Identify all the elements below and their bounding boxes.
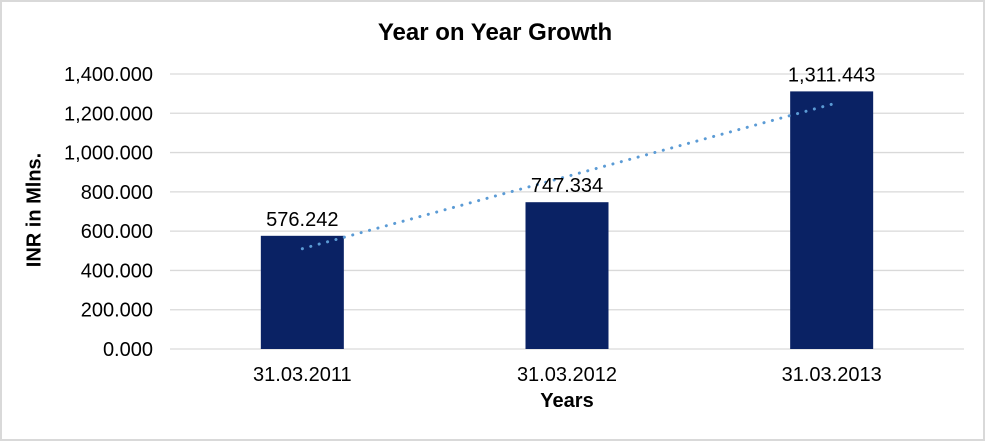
bar [790, 91, 874, 349]
x-tick-label: 31.03.2013 [782, 364, 882, 386]
x-tick-label: 31.03.2012 [517, 364, 617, 386]
bar-value-label: 747.334 [531, 175, 603, 197]
bar [525, 202, 609, 349]
bar-value-label: 576.242 [266, 209, 338, 231]
y-tick-label: 200.000 [81, 300, 153, 322]
y-tick-label: 1,400.000 [64, 64, 153, 86]
y-tick-label: 600.000 [81, 221, 153, 243]
bar [260, 235, 344, 349]
y-tick-label: 400.000 [81, 260, 153, 282]
y-tick-label: 800.000 [81, 182, 153, 204]
x-axis-title: Years [540, 390, 594, 412]
y-tick-label: 1,000.000 [64, 143, 153, 165]
bar-value-label: 1,311.443 [788, 64, 876, 86]
x-tick-label: 31.03.2011 [253, 364, 352, 386]
y-tick-label: 0.000 [103, 339, 153, 361]
chart-title: Year on Year Growth [377, 19, 613, 46]
y-tick-label: 1,200.000 [64, 103, 153, 125]
